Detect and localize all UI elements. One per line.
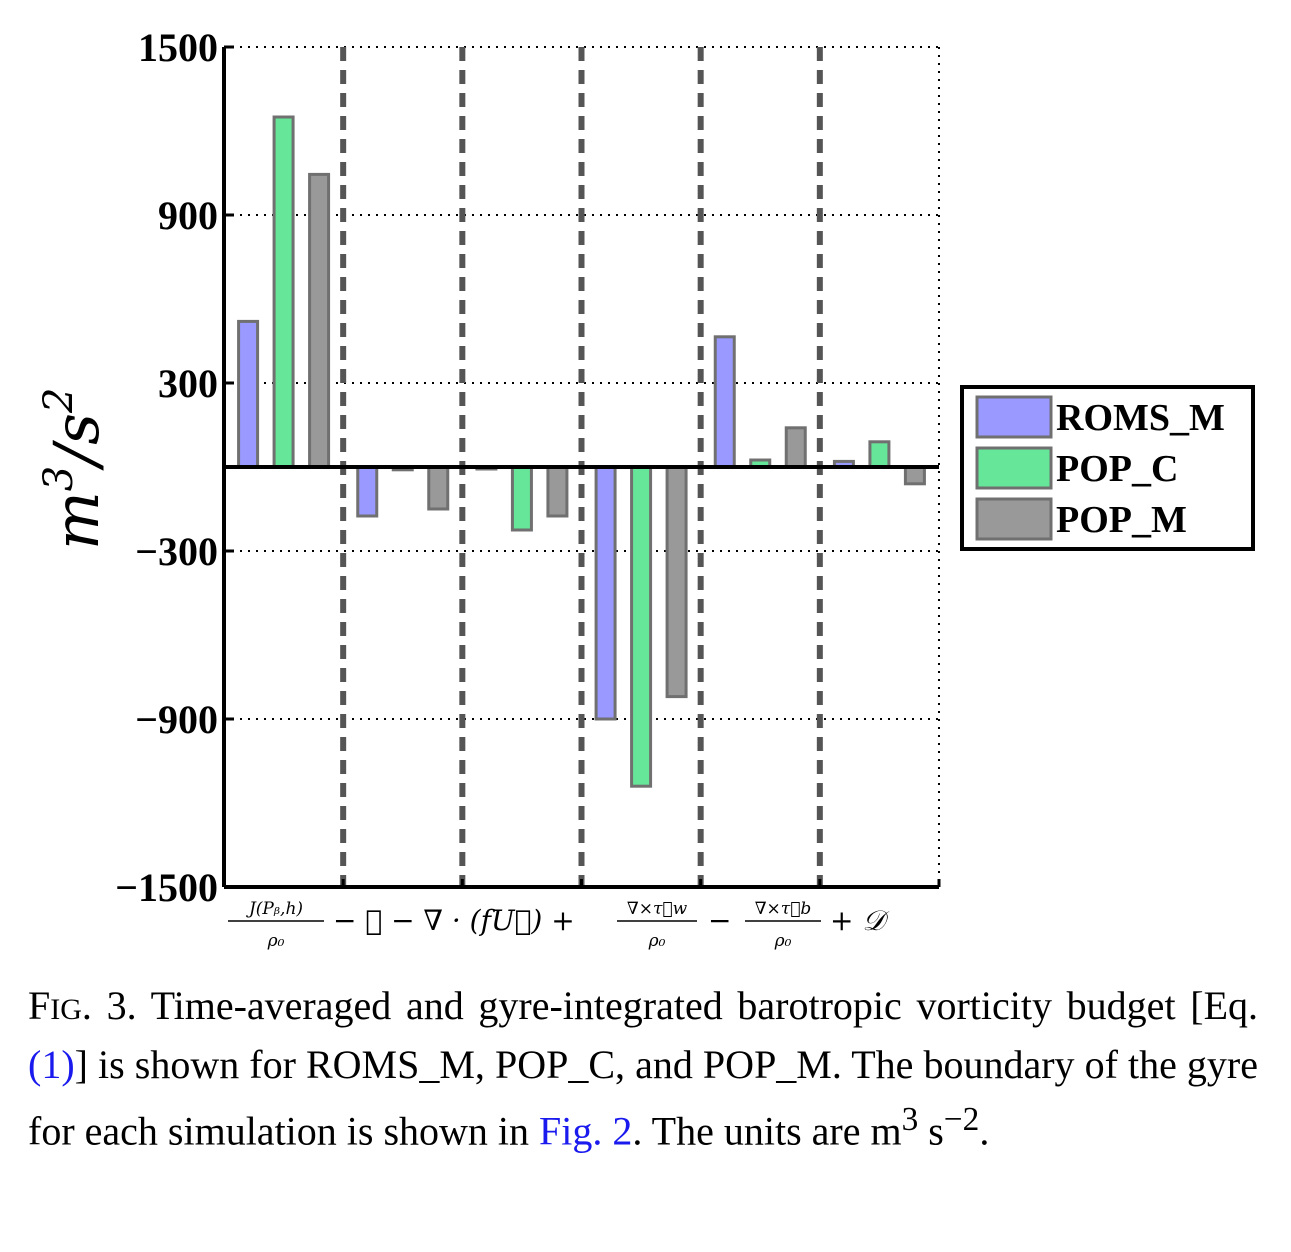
legend: ROMS_M POP_C POP_M: [960, 385, 1255, 551]
y-tick-label: 1500: [138, 25, 218, 70]
figure-link[interactable]: Fig. 2: [539, 1108, 633, 1154]
legend-swatch-roms-m: [975, 395, 1053, 439]
caption-text2: ] is shown for ROMS_M, POP_C, and POP_M.…: [28, 1042, 1258, 1154]
caption-text1: Time-averaged and gyre-integrated barotr…: [136, 983, 1258, 1028]
xlabel-adv: − 𝒜 − ∇ · (fU⃗) +: [333, 904, 575, 937]
caption-text5: .: [979, 1108, 990, 1154]
xlabel-minus: −: [708, 904, 731, 937]
bar-pop-m-0: [308, 172, 331, 469]
bar-pop-c-0: [272, 115, 295, 469]
caption-fig-IG: IG: [50, 993, 82, 1026]
y-ticks: 1500 900 300 −300 −900 −1500: [115, 25, 234, 910]
legend-label-pop-c: POP_C: [1056, 448, 1178, 490]
bar-pop-c-3: [630, 465, 653, 788]
legend-swatch-pop-c: [975, 446, 1053, 490]
y-tick-label: 300: [158, 361, 218, 406]
bar-pop-m-1: [427, 465, 450, 511]
y-tick-label: −300: [135, 529, 218, 574]
legend-swatch-pop-m: [975, 497, 1053, 541]
xlabel-jac-num: J(Pᵦ,h): [246, 899, 303, 919]
xlabel-jac-den: ρ₀: [267, 931, 285, 951]
legend-label-roms-m: ROMS_M: [1056, 397, 1225, 439]
caption-fig-F: F: [28, 983, 51, 1028]
legend-label-pop-m: POP_M: [1056, 499, 1187, 541]
y-label-sup3: 3: [36, 466, 82, 491]
xlabel-diss: + 𝒟: [830, 904, 889, 937]
bar-roms-m-0: [237, 319, 260, 469]
figure-caption: FIG. 3. Time-averaged and gyre-integrate…: [28, 978, 1258, 1158]
xlabel-wind-num: ∇×τ⃗w: [627, 899, 688, 919]
xlabel-wind-den: ρ₀: [648, 931, 666, 951]
bar-pop-m-3: [665, 465, 688, 699]
x-axis-label: J(Pᵦ,h) ρ₀ − 𝒜 − ∇ · (fU⃗) + ∇×τ⃗w ρ₀ − …: [228, 899, 889, 951]
caption-sup2: −2: [943, 1101, 980, 1138]
bar-pop-c-5: [868, 440, 891, 469]
xlabel-bot-den: ρ₀: [774, 931, 792, 951]
caption-fig-num: . 3.: [81, 983, 137, 1028]
y-label-slash: /s: [40, 413, 113, 471]
y-tick-label: −1500: [115, 865, 218, 910]
bar-pop-m-2: [546, 465, 569, 518]
bar-pop-c-2: [510, 465, 533, 532]
y-axis-label: m3/s2: [36, 388, 113, 550]
y-tick-label: 900: [158, 193, 218, 238]
caption-sup1: 3: [901, 1101, 919, 1138]
bar-pop-m-5: [903, 465, 926, 486]
bar-chart: 1500 900 300 −300 −900 −1500 m3/s2 J(Pᵦ,h) ρ₀…: [36, 25, 1255, 951]
bar-roms-m-4: [713, 335, 736, 469]
y-tick-label: −900: [135, 697, 218, 742]
caption-text3: . The units are m: [632, 1108, 902, 1154]
y-label-sup2: 2: [36, 388, 82, 414]
xlabel-bot-num: ∇×τ⃗b: [755, 899, 812, 919]
y-label-m: m: [40, 491, 113, 550]
bar-pop-m-4: [784, 426, 807, 469]
equation-link[interactable]: (1): [28, 1042, 75, 1087]
bar-roms-m-3: [594, 465, 617, 721]
axes: [222, 47, 941, 889]
bar-roms-m-1: [356, 465, 379, 518]
y-axis-label-text: m3/s2: [36, 388, 113, 550]
caption-text4: s: [918, 1108, 944, 1154]
